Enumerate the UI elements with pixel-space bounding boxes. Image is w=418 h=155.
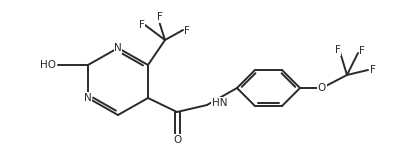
- Text: F: F: [370, 65, 376, 75]
- Text: HO: HO: [40, 60, 56, 70]
- Text: O: O: [318, 83, 326, 93]
- Text: F: F: [359, 46, 365, 56]
- Text: N: N: [84, 93, 92, 103]
- Text: HN: HN: [212, 98, 227, 108]
- Text: F: F: [335, 45, 341, 55]
- Text: F: F: [139, 20, 145, 30]
- Text: O: O: [174, 135, 182, 145]
- Text: N: N: [114, 43, 122, 53]
- Text: F: F: [157, 12, 163, 22]
- Text: F: F: [184, 26, 190, 36]
